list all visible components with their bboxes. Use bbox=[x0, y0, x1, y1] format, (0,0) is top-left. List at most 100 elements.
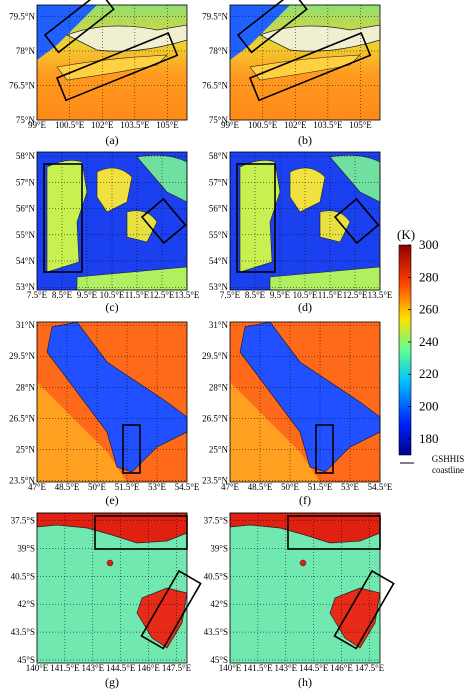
land bbox=[249, 54, 361, 81]
y-tick-label: 39°S bbox=[17, 543, 35, 553]
land bbox=[126, 210, 158, 243]
y-tick-label: 31°N bbox=[209, 320, 229, 330]
y-tick-label: 39°S bbox=[210, 543, 228, 553]
y-tick-label: 56°N bbox=[209, 204, 229, 214]
x-tick-label: 48.5°E bbox=[55, 482, 80, 492]
box bbox=[43, 0, 115, 54]
map-frame bbox=[229, 321, 381, 483]
panel-label: (a) bbox=[105, 133, 118, 147]
land bbox=[56, 54, 168, 81]
panel-label: (h) bbox=[298, 675, 312, 689]
y-tick-label: 57°N bbox=[16, 177, 36, 187]
map-panel: 99°E 100.5°E 102°E 103.5°E 105°E 79.5°N 78°N 76… bbox=[202, 0, 381, 147]
x-tick-label: 11.5°E bbox=[318, 290, 343, 300]
y-tick-label: 40.5°S bbox=[204, 571, 228, 581]
y-tick-label: 42°S bbox=[17, 599, 35, 609]
y-tick-label: 29.5°N bbox=[202, 351, 228, 361]
x-tick-label: 140°E bbox=[219, 663, 242, 673]
x-tick-label: 50°E bbox=[88, 482, 107, 492]
x-tick-label: 143°E bbox=[81, 663, 104, 673]
legend-text: coastline bbox=[432, 465, 464, 475]
x-tick-label: 8.5°E bbox=[245, 290, 266, 300]
box bbox=[140, 569, 202, 650]
land bbox=[136, 587, 188, 649]
y-tick-label: 58°N bbox=[209, 151, 229, 161]
x-tick-label: 144.5°E bbox=[299, 663, 329, 673]
x-tick-label: 147.5°E bbox=[355, 663, 385, 673]
x-tick-label: 100.5°E bbox=[248, 120, 278, 130]
sea bbox=[230, 5, 290, 60]
y-tick-label: 45°S bbox=[210, 655, 228, 665]
y-tick-label: 75°N bbox=[16, 115, 36, 125]
y-tick-label: 78°N bbox=[209, 46, 229, 56]
x-tick-label: 50°E bbox=[281, 482, 300, 492]
y-tick-label: 25°N bbox=[16, 444, 36, 454]
y-tick-label: 55°N bbox=[209, 230, 229, 240]
y-tick-label: 57°N bbox=[209, 177, 229, 187]
x-tick-label: 47°E bbox=[221, 482, 240, 492]
x-tick-label: 9.5°E bbox=[270, 290, 291, 300]
y-tick-label: 37.5°S bbox=[204, 516, 228, 526]
colorbar-tick-label: 260 bbox=[419, 302, 439, 317]
y-tick-label: 23.5°N bbox=[9, 475, 35, 485]
map-panel: 7.5°E 8.5°E 9.5°E 10.5°E 11.5°E 12.5°E 13.5°E 5… bbox=[16, 151, 200, 314]
y-tick-label: 79.5°N bbox=[202, 12, 228, 22]
box bbox=[236, 0, 308, 54]
panel-label: (c) bbox=[105, 300, 118, 314]
y-tick-label: 75°N bbox=[209, 115, 229, 125]
colorbar-unit: (K) bbox=[397, 227, 415, 242]
x-tick-label: 102°E bbox=[284, 120, 307, 130]
panel-label: (e) bbox=[105, 493, 118, 507]
y-tick-label: 29.5°N bbox=[9, 351, 35, 361]
x-tick-label: 140°E bbox=[26, 663, 49, 673]
y-tick-label: 25°N bbox=[209, 444, 229, 454]
x-tick-label: 54.5°E bbox=[175, 482, 200, 492]
x-tick-label: 10.5°E bbox=[293, 290, 318, 300]
x-tick-label: 141.5°E bbox=[243, 663, 273, 673]
y-tick-label: 40.5°S bbox=[11, 571, 35, 581]
x-tick-label: 146°E bbox=[330, 663, 353, 673]
colorbar-tick-label: 220 bbox=[419, 366, 439, 381]
y-tick-label: 54°N bbox=[209, 256, 229, 266]
colorbar-tick-label: 180 bbox=[419, 431, 439, 446]
x-tick-label: 100.5°E bbox=[55, 120, 85, 130]
x-tick-label: 12.5°E bbox=[150, 290, 175, 300]
y-tick-label: 43.5°S bbox=[204, 627, 228, 637]
map-panel: 99°E 100.5°E 102°E 103.5°E 105°E 79.5°N 78°N 76… bbox=[9, 0, 188, 147]
y-tick-label: 56°N bbox=[16, 204, 36, 214]
box bbox=[315, 424, 334, 474]
y-tick-label: 79.5°N bbox=[9, 12, 35, 22]
box bbox=[248, 32, 372, 102]
box bbox=[55, 32, 179, 102]
box bbox=[333, 197, 380, 245]
x-tick-label: 47°E bbox=[28, 482, 47, 492]
x-tick-label: 10.5°E bbox=[100, 290, 125, 300]
map-frame bbox=[36, 321, 188, 483]
y-tick-label: 76.5°N bbox=[202, 81, 228, 91]
map-panel: 7.5°E 8.5°E 9.5°E 10.5°E 11.5°E 12.5°E 13.5°E 5… bbox=[209, 151, 393, 314]
x-tick-label: 9.5°E bbox=[77, 290, 98, 300]
x-tick-label: 103.5°E bbox=[313, 120, 343, 130]
y-tick-label: 28°N bbox=[209, 382, 229, 392]
box bbox=[122, 424, 141, 474]
x-tick-label: 12.5°E bbox=[343, 290, 368, 300]
map-panel: 47°E 48.5°E 50°E 51.5°E 53°E 54.5°E 31°N 29.5°N… bbox=[9, 320, 200, 507]
gulf bbox=[239, 321, 381, 473]
y-tick-label: 45°S bbox=[17, 655, 35, 665]
colorbar-tick-label: 280 bbox=[419, 269, 439, 284]
x-tick-label: 99°E bbox=[221, 120, 240, 130]
x-tick-label: 51.5°E bbox=[115, 482, 140, 492]
panel-label: (f) bbox=[299, 493, 311, 507]
x-tick-label: 53°E bbox=[341, 482, 360, 492]
x-tick-label: 146°E bbox=[137, 663, 160, 673]
y-tick-label: 78°N bbox=[16, 46, 36, 56]
land bbox=[230, 382, 320, 482]
x-tick-label: 13.5°E bbox=[368, 290, 393, 300]
land bbox=[329, 587, 381, 649]
y-tick-label: 54°N bbox=[16, 256, 36, 266]
y-tick-label: 58°N bbox=[16, 151, 36, 161]
panel-label: (g) bbox=[105, 675, 119, 689]
x-tick-label: 7.5°E bbox=[27, 290, 48, 300]
box bbox=[333, 569, 395, 650]
box bbox=[236, 163, 276, 273]
